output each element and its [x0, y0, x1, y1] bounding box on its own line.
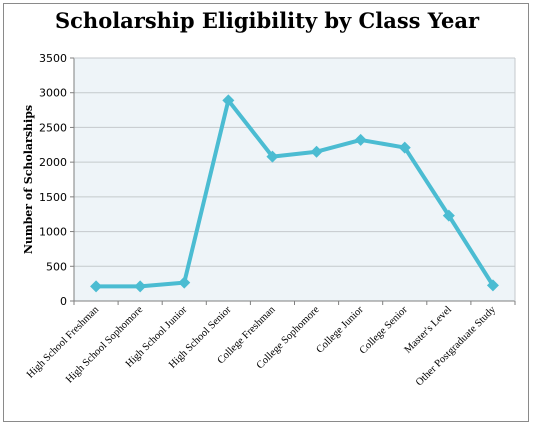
data-point — [310, 145, 323, 158]
y-tick-label: 3500 — [39, 52, 67, 65]
y-tick-label: 2500 — [39, 121, 67, 134]
axes — [73, 57, 516, 305]
data-point — [486, 279, 499, 292]
series — [90, 94, 499, 293]
data-point — [398, 141, 411, 154]
y-tick-label: 1000 — [39, 226, 67, 239]
x-tick-label: High School Freshman — [25, 304, 102, 381]
y-tick-label: 0 — [60, 295, 67, 308]
y-tick-labels: 0 500 1000 1500 2000 2500 3000 3500 — [39, 52, 67, 308]
data-point — [442, 209, 455, 222]
series-line — [94, 98, 495, 289]
x-tick-label: High School Sophomore — [64, 304, 145, 385]
y-tick-label: 500 — [46, 260, 67, 273]
plot-area — [74, 58, 515, 301]
data-point — [354, 133, 367, 146]
y-axis-label: Number of Scholarships — [22, 105, 35, 254]
y-tick-label: 1500 — [39, 191, 67, 204]
chart-title: Scholarship Eligibility by Class Year — [54, 8, 480, 33]
data-point — [178, 276, 191, 289]
data-point — [222, 94, 235, 107]
data-point — [90, 280, 103, 293]
y-tick-label: 3000 — [39, 87, 67, 100]
x-tick-label: Other Postgraduate Study — [414, 304, 499, 389]
y-tick-label: 2000 — [39, 156, 67, 169]
data-point — [134, 280, 147, 293]
data-point — [266, 150, 279, 163]
